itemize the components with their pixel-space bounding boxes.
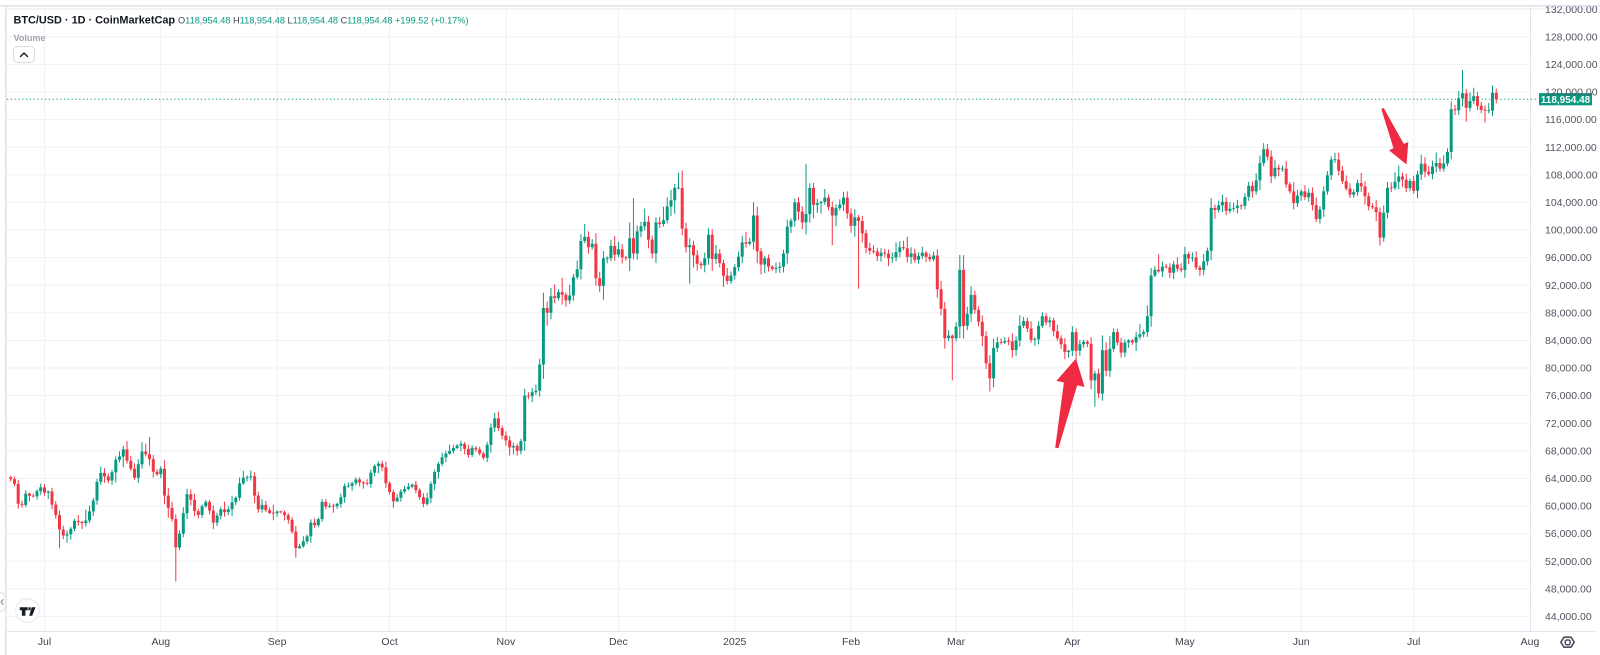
svg-text:Dec: Dec (609, 636, 628, 648)
svg-text:104,000.00: 104,000.00 (1545, 197, 1598, 209)
svg-text:May: May (1175, 636, 1196, 648)
svg-text:Mar: Mar (947, 636, 966, 648)
svg-text:Aug: Aug (1521, 636, 1540, 648)
svg-text:100,000.00: 100,000.00 (1545, 225, 1598, 237)
svg-text:Jul: Jul (38, 636, 51, 648)
svg-text:60,000.00: 60,000.00 (1545, 501, 1592, 513)
svg-text:124,000.00: 124,000.00 (1545, 59, 1598, 71)
svg-text:84,000.00: 84,000.00 (1545, 335, 1592, 347)
svg-text:44,000.00: 44,000.00 (1545, 611, 1592, 623)
svg-text:88,000.00: 88,000.00 (1545, 307, 1592, 319)
svg-text:80,000.00: 80,000.00 (1545, 363, 1592, 375)
svg-text:Apr: Apr (1064, 636, 1081, 648)
svg-text:48,000.00: 48,000.00 (1545, 583, 1592, 595)
svg-text:BTC/USD · 1D · CoinMarketCap: BTC/USD · 1D · CoinMarketCap (14, 15, 176, 27)
svg-text:108,000.00: 108,000.00 (1545, 169, 1598, 181)
svg-text:128,000.00: 128,000.00 (1545, 31, 1598, 43)
svg-text:118,954.48: 118,954.48 (1541, 95, 1591, 106)
svg-text:2025: 2025 (723, 636, 747, 648)
svg-text:64,000.00: 64,000.00 (1545, 473, 1592, 485)
svg-text:Jun: Jun (1293, 636, 1310, 648)
svg-text:O118,954.48 H118,954.48 L118,9: O118,954.48 H118,954.48 L118,954.48 C118… (178, 16, 469, 26)
svg-text:Oct: Oct (381, 636, 397, 648)
svg-text:112,000.00: 112,000.00 (1545, 142, 1597, 154)
svg-text:Volume: Volume (14, 33, 46, 43)
svg-text:Nov: Nov (497, 636, 516, 648)
svg-text:Feb: Feb (842, 636, 860, 648)
svg-text:56,000.00: 56,000.00 (1545, 528, 1592, 540)
svg-text:52,000.00: 52,000.00 (1545, 556, 1592, 568)
svg-text:72,000.00: 72,000.00 (1545, 418, 1592, 430)
svg-text:Jul: Jul (1407, 636, 1420, 648)
svg-text:Sep: Sep (268, 636, 287, 648)
svg-text:68,000.00: 68,000.00 (1545, 445, 1592, 457)
svg-text:116,000.00: 116,000.00 (1545, 114, 1597, 126)
svg-text:92,000.00: 92,000.00 (1545, 280, 1592, 292)
svg-text:96,000.00: 96,000.00 (1545, 252, 1592, 264)
svg-text:76,000.00: 76,000.00 (1545, 390, 1592, 402)
svg-text:Aug: Aug (151, 636, 170, 648)
svg-text:132,000.00: 132,000.00 (1545, 4, 1598, 16)
svg-text:120,000.00: 120,000.00 (1545, 87, 1598, 99)
